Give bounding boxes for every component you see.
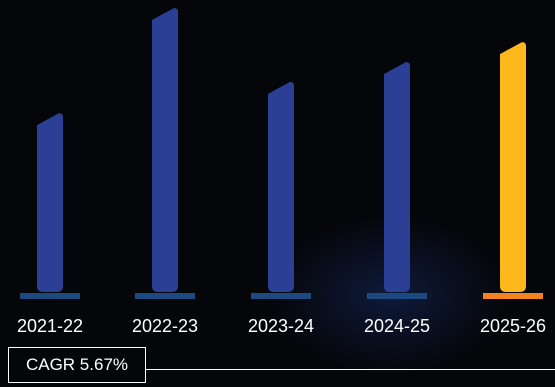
bar-base-2021-22 <box>20 293 80 299</box>
bar-base-2022-23 <box>135 293 195 299</box>
x-tick-label: 2025-26 <box>480 316 546 336</box>
cagr-divider-line <box>146 369 555 370</box>
bar-2023-24 <box>268 81 294 292</box>
bar-base-2024-25 <box>367 293 427 299</box>
bar-base-2023-24 <box>251 293 311 299</box>
x-tick-label: 2022-23 <box>132 316 198 336</box>
bar-2025-26 <box>500 42 526 292</box>
bar-2022-23 <box>152 8 178 292</box>
bar-base-2025-26 <box>483 293 543 299</box>
bar-2021-22 <box>37 113 63 292</box>
cagr-label: CAGR 5.67% <box>25 355 129 374</box>
cagr-badge: CAGR 5.67% <box>8 347 146 383</box>
bar-2024-25 <box>384 61 410 293</box>
x-tick-label: 2021-22 <box>17 316 83 336</box>
x-tick-label: 2023-24 <box>248 316 314 336</box>
x-tick-label: 2024-25 <box>364 316 430 336</box>
